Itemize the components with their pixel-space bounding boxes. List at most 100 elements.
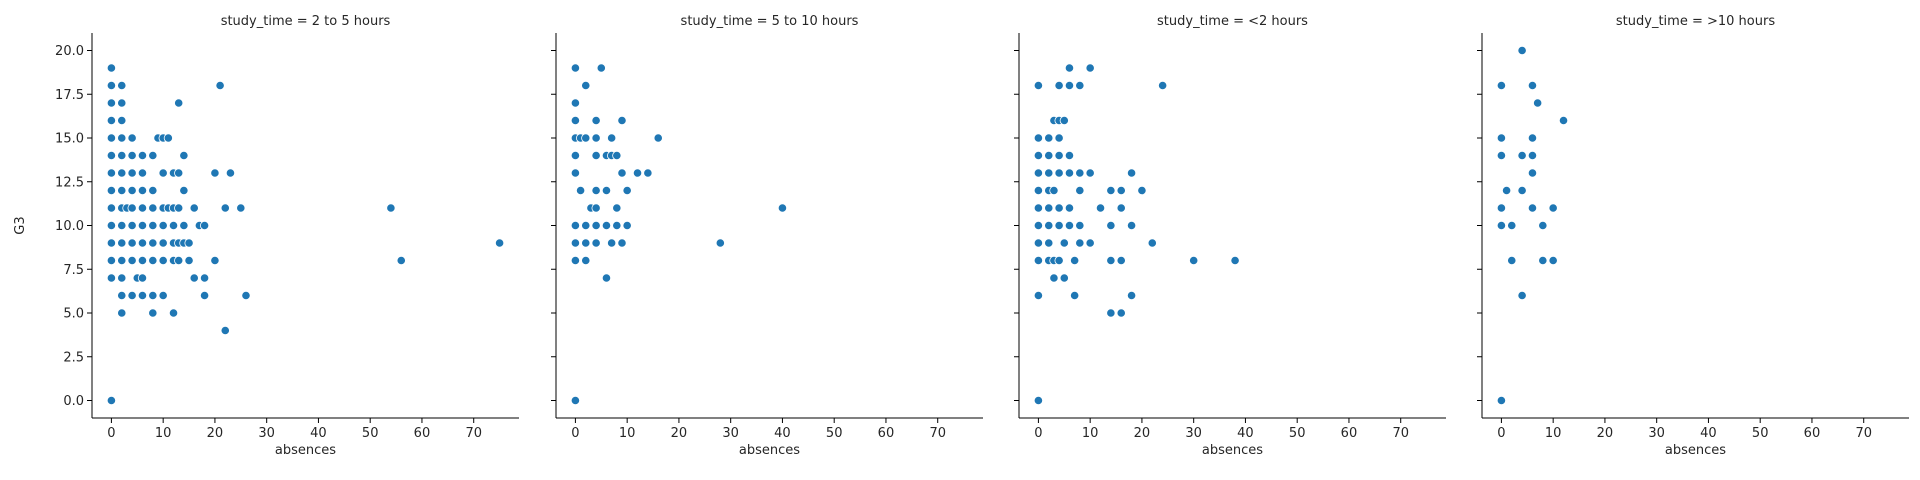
data-point <box>225 168 236 178</box>
data-point <box>1064 63 1075 73</box>
data-point <box>117 255 127 266</box>
data-point <box>1064 150 1075 161</box>
panel-3: study_time = <2 hours 0 10 20 30 40 50 60 70 abse… <box>1014 14 1446 458</box>
data-point <box>570 255 581 266</box>
x-tick-label: 50 <box>1752 426 1769 441</box>
data-point <box>236 203 246 213</box>
x-tick-label: 40 <box>1700 426 1717 441</box>
data-point <box>1507 220 1517 231</box>
data-point <box>777 203 788 213</box>
x-tick-label: 10 <box>1545 426 1562 441</box>
data-point <box>1070 290 1080 301</box>
data-point <box>1527 133 1538 143</box>
data-point <box>1033 220 1044 231</box>
data-point <box>1527 168 1538 178</box>
data-point <box>1189 255 1199 266</box>
data-point <box>1517 290 1527 301</box>
data-point <box>1538 255 1548 266</box>
data-point <box>174 168 184 178</box>
data-point <box>1075 80 1085 91</box>
data-point <box>1496 80 1507 91</box>
x-tick-label: 20 <box>1134 426 1151 441</box>
data-point <box>570 115 581 126</box>
data-point <box>617 238 627 248</box>
data-point <box>612 203 622 213</box>
data-point <box>215 80 225 91</box>
data-point <box>117 308 127 318</box>
data-point <box>199 290 210 301</box>
x-tick-label: 10 <box>1082 426 1099 441</box>
data-point <box>1496 220 1507 231</box>
data-point <box>1085 238 1095 248</box>
y-tick-label: 7.5 <box>63 263 84 278</box>
data-point <box>137 150 148 161</box>
data-point <box>158 220 168 231</box>
x-tick-label: 30 <box>1648 426 1665 441</box>
data-point <box>148 220 158 231</box>
data-point <box>1033 290 1044 301</box>
data-point <box>591 150 601 161</box>
data-point <box>179 220 189 231</box>
data-point <box>106 220 117 231</box>
y-tick-label: 5.0 <box>63 307 84 322</box>
x-tick-label: 40 <box>310 426 327 441</box>
data-point <box>1054 220 1064 231</box>
data-point <box>1070 255 1080 266</box>
x-tick-label: 70 <box>1392 426 1409 441</box>
data-point <box>148 150 158 161</box>
data-point <box>1230 255 1240 266</box>
data-point <box>1116 203 1126 213</box>
data-point <box>168 308 179 318</box>
data-point <box>1538 220 1548 231</box>
data-point <box>220 203 230 213</box>
data-point <box>1033 150 1044 161</box>
data-point <box>1044 168 1054 178</box>
data-point <box>117 238 127 248</box>
data-point <box>591 133 601 143</box>
data-point <box>591 220 601 231</box>
data-point <box>1033 203 1044 213</box>
data-point <box>158 255 168 266</box>
x-tick-label: 30 <box>258 426 275 441</box>
x-tick-label: 60 <box>878 426 895 441</box>
data-point <box>1054 168 1064 178</box>
data-point <box>1075 238 1085 248</box>
data-point <box>1116 255 1126 266</box>
x-tick-label: 50 <box>826 426 843 441</box>
data-point <box>117 133 127 143</box>
data-point <box>148 290 158 301</box>
x-tick-label: 10 <box>155 426 172 441</box>
data-point <box>1106 255 1116 266</box>
data-point <box>1496 150 1507 161</box>
data-point <box>117 150 127 161</box>
data-point <box>117 220 127 231</box>
x-tick-label: 0 <box>1034 426 1042 441</box>
data-point <box>632 168 643 178</box>
data-point <box>117 80 127 91</box>
data-point <box>137 290 148 301</box>
data-point <box>591 203 601 213</box>
data-point <box>127 220 137 231</box>
data-point <box>1158 80 1168 91</box>
data-point <box>1548 203 1558 213</box>
data-point <box>184 255 194 266</box>
data-point <box>570 220 581 231</box>
data-point <box>199 273 210 283</box>
data-point <box>1126 220 1137 231</box>
data-point <box>1527 150 1538 161</box>
data-point <box>189 273 199 283</box>
data-point <box>612 220 622 231</box>
x-tick-label: 60 <box>1341 426 1358 441</box>
data-point <box>570 63 581 73</box>
data-point <box>1059 115 1069 126</box>
data-point <box>581 255 591 266</box>
data-point <box>106 255 117 266</box>
y-tick-label: 12.5 <box>55 175 84 190</box>
data-point <box>106 80 117 91</box>
data-point <box>612 150 622 161</box>
data-point <box>1033 255 1044 266</box>
data-point <box>127 150 137 161</box>
x-tick-label: 20 <box>1597 426 1614 441</box>
